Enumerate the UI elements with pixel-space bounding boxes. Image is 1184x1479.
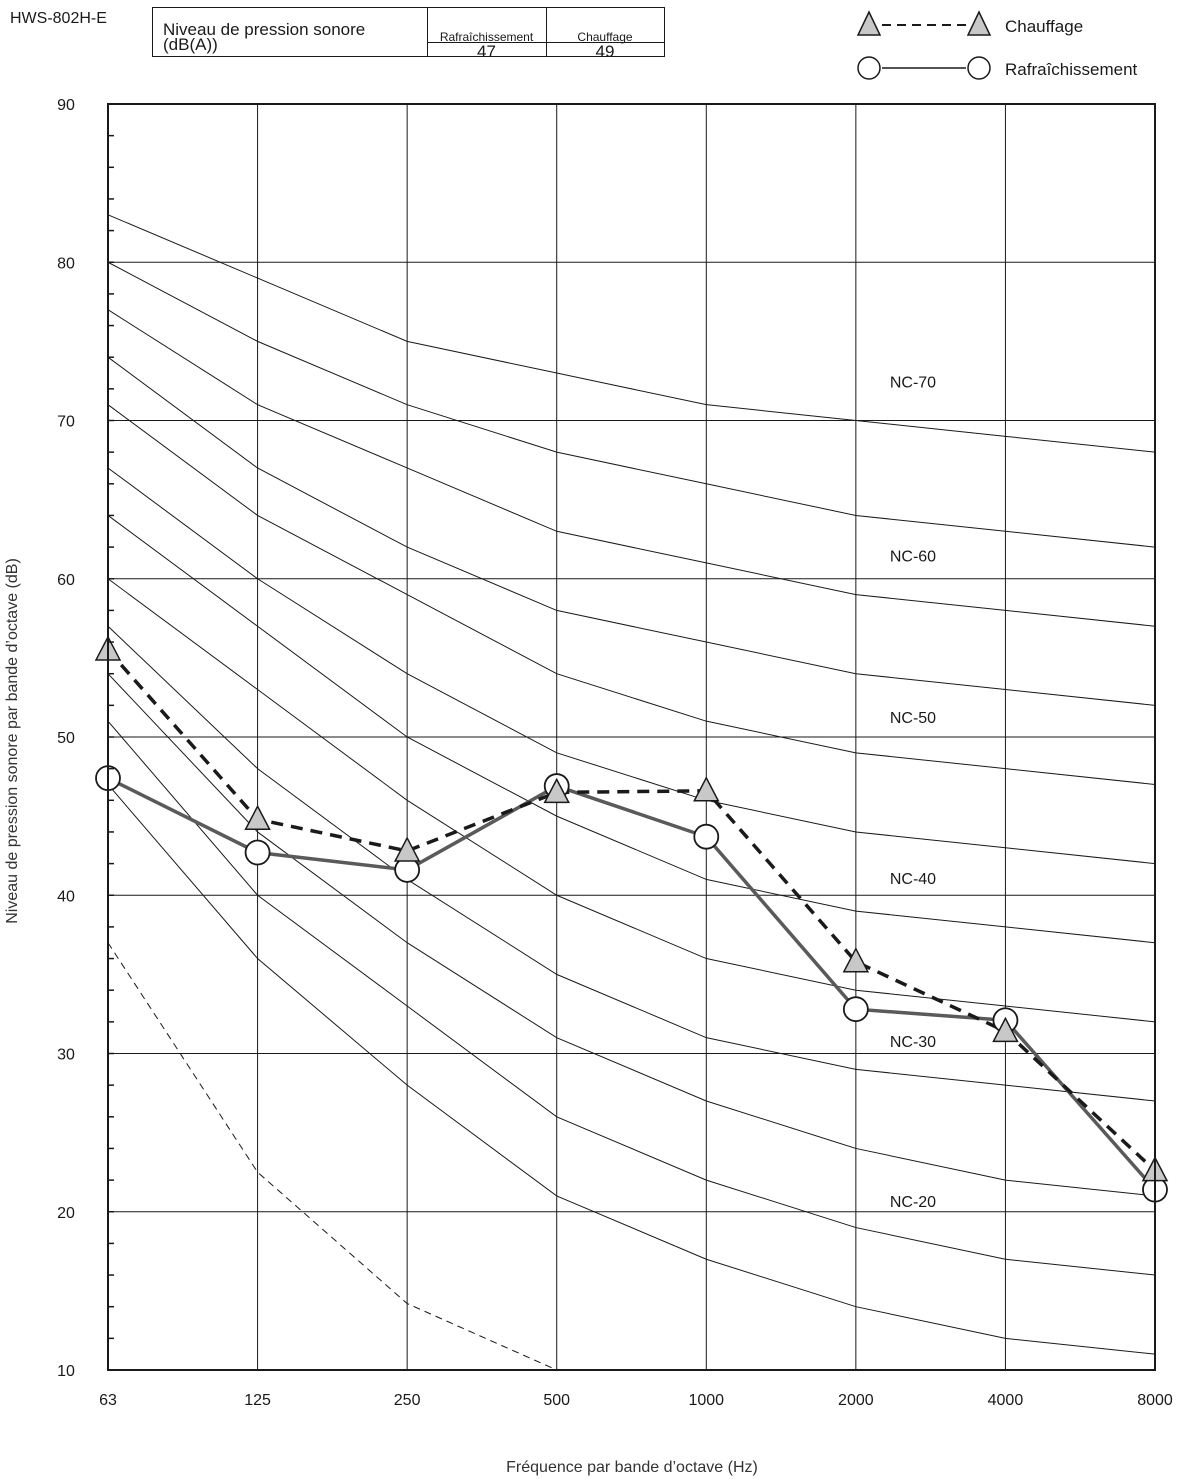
y-tick-label: 60: [57, 572, 75, 589]
point-heating: [842, 947, 870, 973]
point-heating: [244, 804, 271, 831]
point-heating: [693, 776, 720, 802]
nc-curve: [107, 214, 1156, 453]
x-tick-label: 63: [99, 1392, 117, 1409]
nc-curve: [107, 467, 1156, 865]
nc-label: NC-40: [890, 871, 936, 888]
y-tick-label: 50: [57, 730, 75, 747]
x-tick-label: 4000: [988, 1392, 1024, 1409]
point-heating: [543, 777, 570, 804]
y-tick-label: 40: [57, 888, 75, 905]
y-tick-label: 80: [57, 255, 75, 272]
x-tick-label: 250: [394, 1392, 421, 1409]
x-tick-label: 500: [543, 1392, 570, 1409]
nc-label: NC-20: [890, 1194, 936, 1211]
nc-curve: [107, 404, 1156, 785]
table-divider: [427, 42, 664, 43]
point-cooling: [244, 839, 271, 866]
table-label-line2: (dB(A)): [163, 35, 218, 54]
table-divider: [546, 8, 547, 56]
table-label: Niveau de pression sonore (dB(A)): [163, 20, 366, 54]
legend-cooling-marker-left: [857, 56, 881, 80]
point-heating: [992, 1016, 1019, 1043]
threshold-line: [107, 942, 557, 1371]
nc-curve: [107, 720, 1156, 1276]
threshold-curve: [107, 942, 557, 1371]
legend-heating-marker-left: [856, 10, 882, 36]
nc-label: NC-30: [890, 1034, 936, 1051]
nc-curve: [107, 578, 1156, 1023]
nc-curve: [107, 784, 1156, 1355]
series-line-heating: [106, 648, 1157, 1172]
table-label-line1: Niveau de pression sonore: [163, 20, 366, 39]
x-tick-label: 125: [244, 1392, 271, 1409]
x-axis-label: Fréquence par bande d’octave (Hz): [506, 1459, 758, 1476]
nc-curve: [107, 625, 1156, 1102]
nc-curve: [107, 261, 1156, 548]
grid: [108, 104, 1155, 1370]
table-value-cooling: 47: [477, 42, 496, 61]
legend: Chauffage Rafraîchissement: [856, 10, 1138, 80]
y-tick-label: 90: [57, 97, 75, 114]
table-value-heating: 49: [595, 42, 615, 61]
series: [94, 635, 1169, 1203]
point-cooling: [693, 823, 720, 850]
sound-pressure-table: Niveau de pression sonore (dB(A)) Rafraî…: [152, 7, 665, 61]
table-head-heating: Chauffage: [577, 30, 633, 44]
legend-cooling-label: Rafraîchissement: [1005, 60, 1138, 79]
nc-curve: [107, 515, 1156, 944]
series-line-cooling: [107, 776, 1157, 1191]
nc-label: NC-70: [890, 374, 936, 391]
nc-curve: [107, 673, 1156, 1197]
nc-curves: NC-70 NC-60 NC-50 NC-40 NC-30 NC-20: [107, 214, 1156, 1355]
y-tick-label: 30: [57, 1047, 75, 1064]
nc-curve: [107, 309, 1156, 627]
point-heating: [393, 836, 421, 862]
nc-curve: [107, 356, 1156, 706]
legend-heating-label: Chauffage: [1005, 17, 1083, 36]
x-tick-label: 8000: [1137, 1392, 1173, 1409]
axes: 10 20 30 40 50 60 70 80 90 63 125 250 500 1000 2000 400…: [57, 97, 1173, 1409]
point-cooling: [842, 996, 869, 1023]
y-axis-label: Niveau de pression sonore par bande d’oc…: [4, 558, 21, 924]
nc-label: NC-60: [890, 548, 936, 565]
nc-label: NC-50: [890, 710, 936, 727]
y-tick-label: 10: [57, 1363, 75, 1380]
table-head-cooling: Rafraîchissement: [439, 30, 534, 44]
y-tick-label: 20: [57, 1205, 75, 1222]
table-divider: [427, 8, 428, 56]
model-label: HWS-802H-E: [10, 10, 107, 27]
x-tick-label: 1000: [688, 1392, 724, 1409]
x-tick-label: 2000: [838, 1392, 874, 1409]
legend-heating-marker-right: [966, 10, 992, 36]
legend-cooling-marker-right: [967, 56, 991, 80]
y-tick-label: 70: [57, 414, 75, 431]
